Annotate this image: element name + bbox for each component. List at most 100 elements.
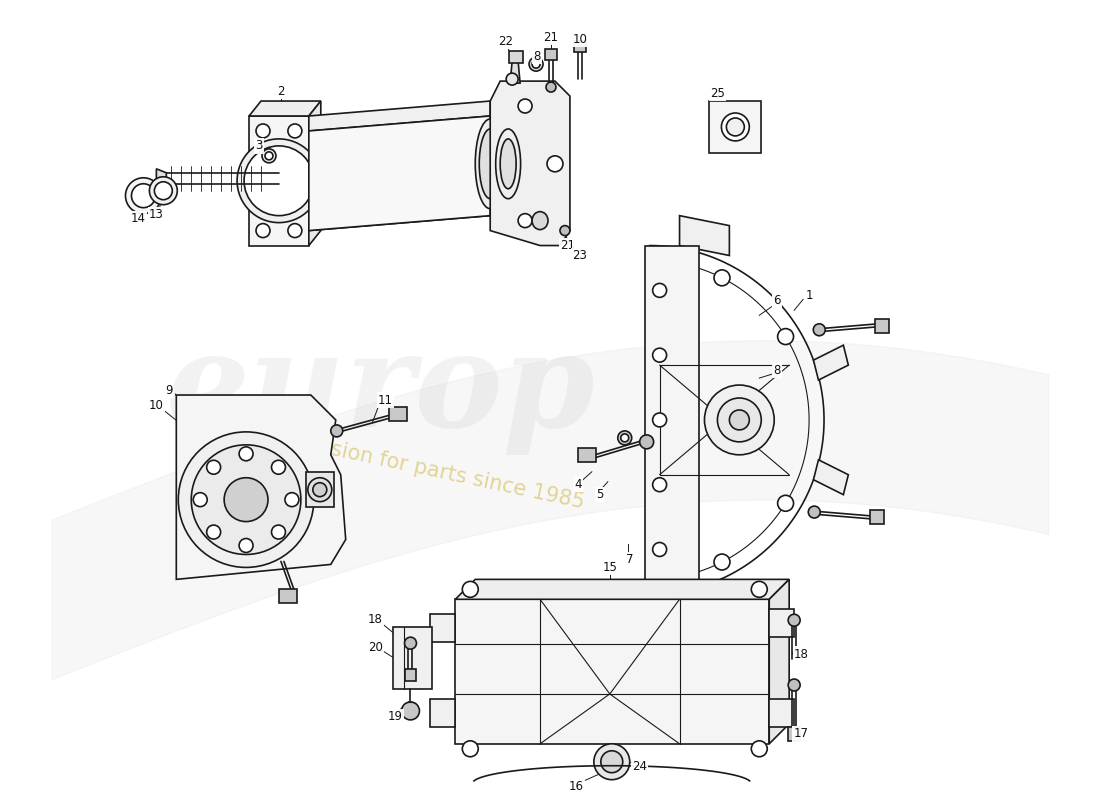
Bar xyxy=(769,699,794,727)
Circle shape xyxy=(546,82,556,92)
Circle shape xyxy=(717,398,761,442)
Ellipse shape xyxy=(496,129,520,198)
Circle shape xyxy=(194,493,207,506)
Text: 21: 21 xyxy=(560,239,575,252)
Circle shape xyxy=(239,538,253,553)
Circle shape xyxy=(154,182,173,200)
Text: 9: 9 xyxy=(166,383,173,397)
Text: 22: 22 xyxy=(497,34,513,48)
Circle shape xyxy=(729,410,749,430)
Polygon shape xyxy=(680,584,729,624)
Text: 23: 23 xyxy=(572,249,587,262)
Circle shape xyxy=(594,744,629,780)
Text: 21: 21 xyxy=(543,30,559,44)
Bar xyxy=(870,510,884,524)
Circle shape xyxy=(402,702,419,720)
Circle shape xyxy=(405,637,417,649)
Circle shape xyxy=(789,614,800,626)
Circle shape xyxy=(256,224,270,238)
Circle shape xyxy=(704,385,774,455)
Text: 18: 18 xyxy=(794,648,808,661)
Text: 6: 6 xyxy=(773,294,781,307)
Circle shape xyxy=(125,178,162,214)
Circle shape xyxy=(601,750,623,773)
Ellipse shape xyxy=(532,212,548,230)
Bar xyxy=(279,590,297,603)
Polygon shape xyxy=(510,61,520,83)
Polygon shape xyxy=(814,460,848,494)
Text: 18: 18 xyxy=(368,613,383,626)
Text: 15: 15 xyxy=(603,561,617,574)
Text: 4: 4 xyxy=(574,478,582,491)
Polygon shape xyxy=(491,81,570,246)
Polygon shape xyxy=(176,395,345,579)
Circle shape xyxy=(265,152,273,160)
Circle shape xyxy=(560,226,570,235)
Bar xyxy=(306,472,333,506)
Circle shape xyxy=(714,270,730,286)
Bar xyxy=(578,448,596,462)
Bar xyxy=(405,669,417,681)
Circle shape xyxy=(808,506,821,518)
Circle shape xyxy=(244,146,314,216)
Circle shape xyxy=(191,445,301,554)
Polygon shape xyxy=(769,579,789,744)
Circle shape xyxy=(207,460,221,474)
Circle shape xyxy=(272,525,285,539)
Circle shape xyxy=(506,73,518,85)
Bar xyxy=(393,627,432,689)
Circle shape xyxy=(150,177,177,205)
Bar xyxy=(509,51,524,63)
Circle shape xyxy=(652,478,667,492)
Bar xyxy=(645,246,700,594)
Polygon shape xyxy=(814,345,848,380)
Text: europ: europ xyxy=(166,326,595,454)
Bar xyxy=(430,699,455,727)
Circle shape xyxy=(207,525,221,539)
Circle shape xyxy=(288,224,301,238)
Circle shape xyxy=(331,425,343,437)
Circle shape xyxy=(778,495,793,511)
Bar xyxy=(710,101,761,153)
Circle shape xyxy=(238,139,321,222)
Circle shape xyxy=(714,554,730,570)
Text: 17: 17 xyxy=(793,727,808,740)
Polygon shape xyxy=(455,599,769,744)
Polygon shape xyxy=(249,101,321,116)
Circle shape xyxy=(272,460,285,474)
Polygon shape xyxy=(156,169,166,188)
Circle shape xyxy=(256,124,270,138)
Circle shape xyxy=(640,435,653,449)
Bar xyxy=(574,42,586,52)
Text: 5: 5 xyxy=(596,488,604,501)
Text: 11: 11 xyxy=(378,394,393,406)
Text: 20: 20 xyxy=(368,641,383,654)
Circle shape xyxy=(726,118,745,136)
Text: 13: 13 xyxy=(148,208,164,221)
Circle shape xyxy=(789,679,800,691)
Circle shape xyxy=(462,741,478,757)
Text: 10: 10 xyxy=(148,399,164,413)
Circle shape xyxy=(722,113,749,141)
Text: 10: 10 xyxy=(572,33,587,46)
Text: 25: 25 xyxy=(710,86,725,99)
Text: 14: 14 xyxy=(131,212,146,225)
Polygon shape xyxy=(455,579,789,599)
Circle shape xyxy=(751,582,767,598)
Polygon shape xyxy=(680,216,729,255)
Bar xyxy=(789,727,800,741)
Circle shape xyxy=(652,413,667,427)
Circle shape xyxy=(288,124,301,138)
Ellipse shape xyxy=(500,139,516,189)
Circle shape xyxy=(178,432,314,567)
Circle shape xyxy=(462,582,478,598)
Text: 8: 8 xyxy=(773,364,781,377)
Circle shape xyxy=(312,482,327,497)
Circle shape xyxy=(652,348,667,362)
Bar xyxy=(769,610,794,637)
Circle shape xyxy=(529,57,543,71)
Text: 16: 16 xyxy=(569,780,583,793)
Circle shape xyxy=(813,324,825,336)
Circle shape xyxy=(239,447,253,461)
Bar xyxy=(388,407,407,421)
